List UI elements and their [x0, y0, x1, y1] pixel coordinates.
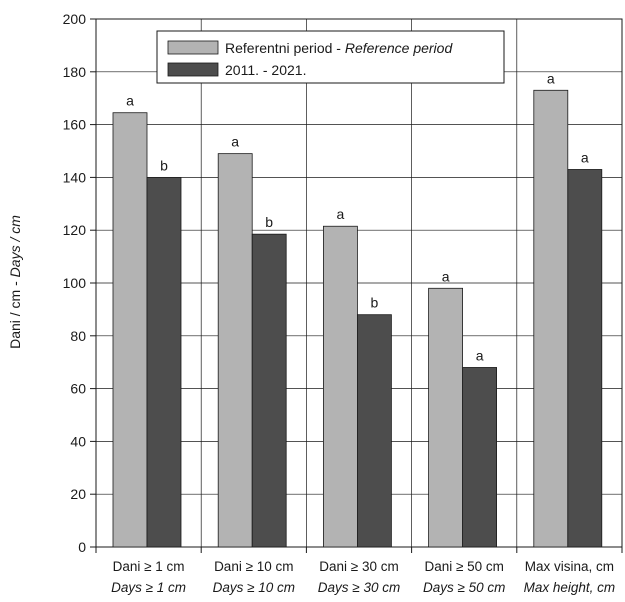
y-tick-label: 20 [70, 486, 86, 502]
legend: Referentni period - Reference period 201… [156, 30, 505, 84]
y-tick-label: 40 [70, 433, 86, 449]
x-tick-label: Dani ≥ 30 cm [319, 559, 398, 574]
bar-significance-label: a [547, 70, 555, 86]
y-axis-label-italic: Days / cm [7, 215, 23, 278]
bar-significance-label: b [265, 214, 273, 230]
y-axis-label-plain: Dani / cm - [7, 277, 23, 349]
legend-label-reference: Referentni period - Reference period [225, 40, 453, 56]
bar-significance-label: a [231, 134, 239, 150]
legend-label-reference-italic: Reference period [345, 40, 454, 56]
y-tick-label: 120 [63, 222, 87, 238]
y-tick-label: 160 [63, 117, 87, 133]
x-tick-label: Dani ≥ 10 cm [214, 559, 293, 574]
x-tick-label-en: Max height, cm [524, 580, 616, 595]
legend-swatch-2011-2021 [167, 62, 219, 77]
legend-swatch-reference [167, 40, 219, 55]
bar-2011-2021 [146, 176, 182, 548]
bar-2011-2021 [356, 314, 392, 548]
x-tick-label-en: Days ≥ 10 cm [213, 580, 295, 595]
bars: a a a a a b b b a a [112, 70, 603, 548]
bar-significance-label: a [581, 149, 589, 165]
bar-significance-label: a [337, 206, 345, 222]
y-tick-label: 0 [78, 539, 86, 555]
bar-reference [322, 225, 358, 548]
axes: 0 20 40 60 80 100 120 140 160 180 200 Dani ≥ 1 cm Da… [63, 11, 623, 595]
y-tick-label: 140 [63, 169, 87, 185]
bar-reference [217, 153, 253, 548]
bar-significance-label: a [442, 268, 450, 284]
y-tick-label: 80 [70, 328, 86, 344]
bar-significance-label: b [371, 295, 379, 311]
y-axis-label: Dani / cm - Days / cm [7, 215, 23, 349]
x-tick-label-en: Days ≥ 1 cm [111, 580, 186, 595]
bar-reference [533, 89, 569, 548]
y-tick-label: 100 [63, 275, 87, 291]
bar-significance-label: b [160, 157, 168, 173]
bar-reference [428, 287, 464, 548]
x-tick-label: Max visina, cm [525, 559, 614, 574]
x-tick-label: Dani ≥ 1 cm [113, 559, 185, 574]
y-tick-label: 60 [70, 381, 86, 397]
x-tick-label-en: Days ≥ 30 cm [318, 580, 400, 595]
bar-reference [112, 112, 148, 548]
bar-2011-2021 [462, 367, 498, 548]
legend-label-2011-2021: 2011. - 2021. [225, 62, 306, 78]
x-tick-label: Dani ≥ 50 cm [424, 559, 503, 574]
bar-significance-label: a [476, 347, 484, 363]
bar-2011-2021 [567, 169, 603, 548]
y-tick-label: 200 [63, 11, 87, 27]
bar-2011-2021 [251, 233, 287, 548]
y-tick-label: 180 [63, 64, 87, 80]
x-tick-label-en: Days ≥ 50 cm [423, 580, 505, 595]
legend-label-reference-plain: Referentni period - [225, 40, 345, 56]
bar-significance-label: a [126, 93, 134, 109]
